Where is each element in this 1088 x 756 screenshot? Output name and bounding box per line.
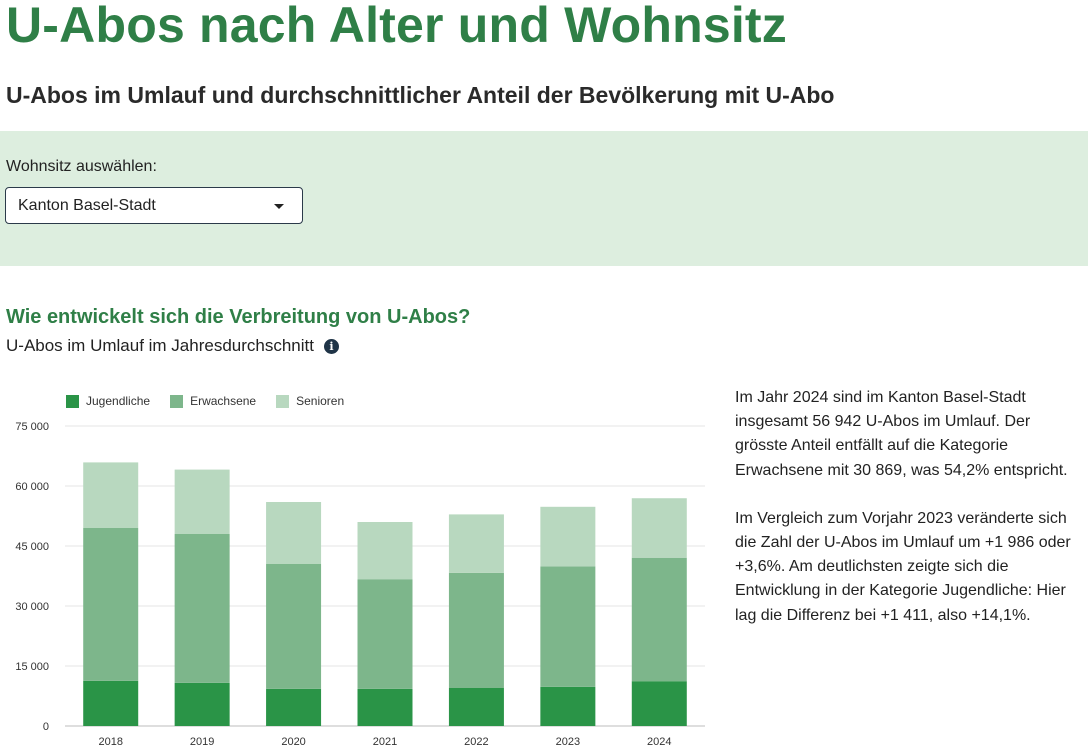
y-tick-label: 45 000 <box>15 541 49 553</box>
x-tick-label: 2023 <box>556 736 580 748</box>
bar-segment[interactable] <box>357 688 413 726</box>
legend-label: Senioren <box>296 394 345 408</box>
bar-segment[interactable] <box>83 528 139 681</box>
bar-segment[interactable] <box>174 469 230 534</box>
x-tick-label: 2018 <box>98 736 122 748</box>
residence-select-value: Kanton Basel-Stadt <box>18 197 156 214</box>
x-tick-label: 2019 <box>190 736 214 748</box>
description-paragraph-1: Im Jahr 2024 sind im Kanton Basel-Stadt … <box>735 389 1068 479</box>
y-tick-label: 30 000 <box>15 601 49 613</box>
bar-segment[interactable] <box>266 564 322 689</box>
chart-title-text: U-Abos im Umlauf im Jahresdurchschnitt <box>6 336 314 355</box>
x-tick-label: 2024 <box>647 736 671 748</box>
stacked-bar-chart: 0 15 000 30 000 45 000 60 000 75 000 2018 2019 2… <box>15 421 705 748</box>
legend-swatch <box>66 394 79 408</box>
bar-segment[interactable] <box>83 680 139 726</box>
bar-segment[interactable] <box>266 688 322 726</box>
chart-description: Im Jahr 2024 sind im Kanton Basel-Stadt … <box>735 386 1075 652</box>
legend-swatch <box>276 394 290 408</box>
filter-panel: Wohnsitz auswählen: Kanton Basel-Stadt <box>0 131 1088 266</box>
bar-segment[interactable] <box>631 498 687 558</box>
chart-title: U-Abos im Umlauf im Jahresdurchschnitt i <box>6 336 339 356</box>
x-tick-label: 2020 <box>281 736 305 748</box>
bar-segment[interactable] <box>540 506 596 567</box>
bar-segment[interactable] <box>631 681 687 726</box>
info-icon[interactable]: i <box>323 338 339 354</box>
filter-label: Wohnsitz auswählen: <box>6 158 157 175</box>
bar-segment[interactable] <box>174 682 230 726</box>
chart-legend: Jugendliche Erwachsene Senioren <box>66 394 344 408</box>
y-tick-label: 60 000 <box>15 481 49 493</box>
bar-segment[interactable] <box>540 566 596 687</box>
bar-segment[interactable] <box>540 686 596 726</box>
legend-label: Erwachsene <box>190 394 257 408</box>
bar-segment[interactable] <box>266 502 322 564</box>
bar-segment[interactable] <box>357 522 413 580</box>
legend-item-senioren[interactable]: Senioren <box>276 394 344 408</box>
bar-segment[interactable] <box>448 688 504 726</box>
caret-down-icon <box>274 204 284 209</box>
section-heading: Wie entwickelt sich die Verbreitung von … <box>6 306 471 328</box>
y-tick-label: 0 <box>43 721 49 733</box>
x-tick-label: 2022 <box>464 736 488 748</box>
legend-item-erwachsene[interactable]: Erwachsene <box>170 394 256 408</box>
bar-segment[interactable] <box>631 557 687 682</box>
bar-segment[interactable] <box>448 572 504 688</box>
y-tick-label: 15 000 <box>15 661 49 673</box>
residence-select[interactable]: Kanton Basel-Stadt <box>5 187 303 224</box>
bar-segment[interactable] <box>448 514 504 573</box>
x-tick-label: 2021 <box>373 736 397 748</box>
description-paragraph-2: Im Vergleich zum Vorjahr 2023 veränderte… <box>735 509 1071 624</box>
legend-swatch <box>170 394 184 408</box>
bar-segment[interactable] <box>83 462 139 528</box>
page-title: U-Abos nach Alter und Wohnsitz <box>6 0 787 53</box>
bar-segment[interactable] <box>357 579 413 689</box>
legend-item-jugendliche[interactable]: Jugendliche <box>66 394 150 408</box>
legend-label: Jugendliche <box>86 394 151 408</box>
bar-segment[interactable] <box>174 534 230 683</box>
page-subtitle: U-Abos im Umlauf und durchschnittlicher … <box>6 82 835 108</box>
y-tick-label: 75 000 <box>15 421 49 433</box>
